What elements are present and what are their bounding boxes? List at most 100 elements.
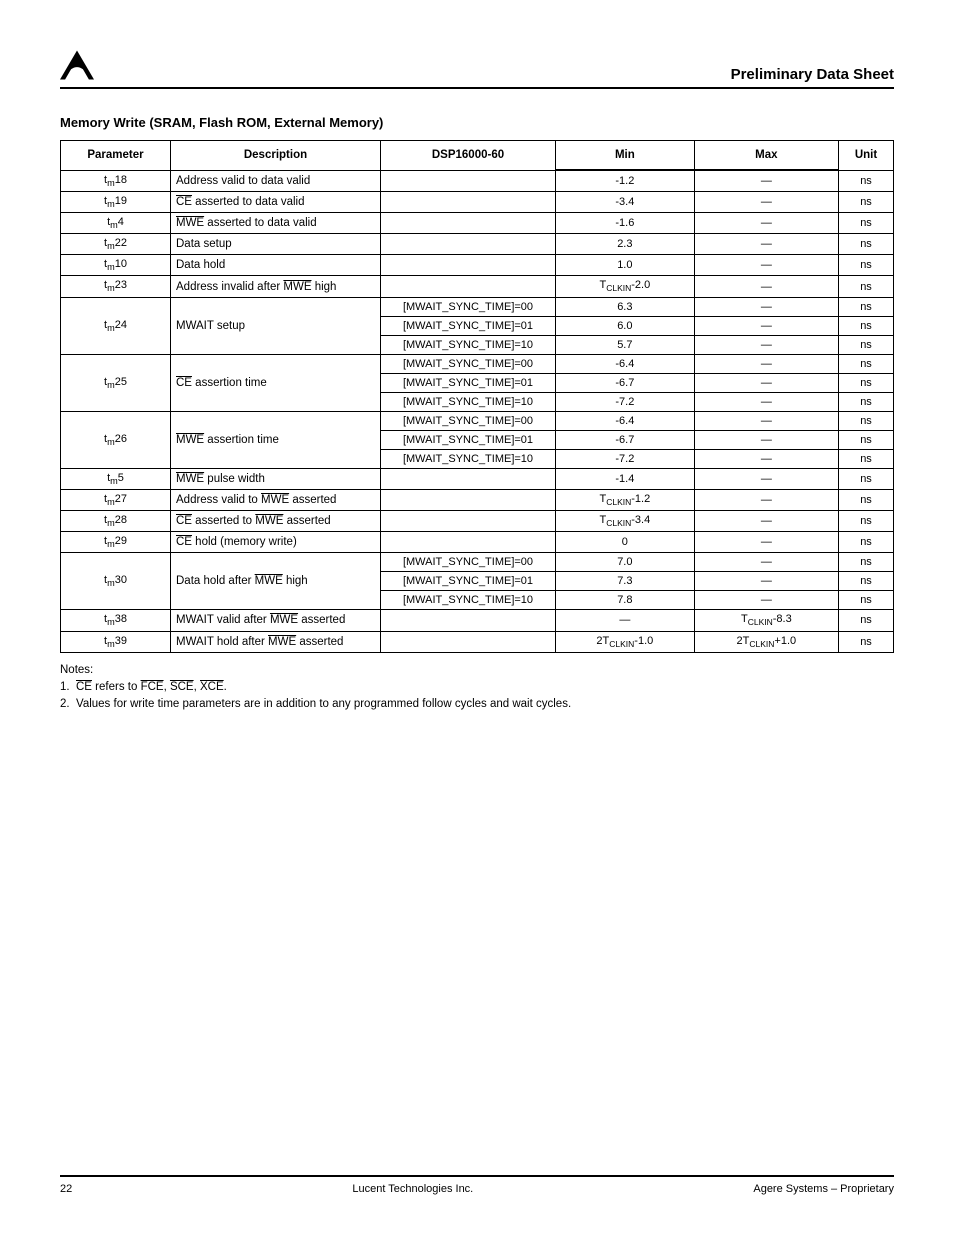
col-description: Description [171, 141, 381, 171]
param-cell: tm5 [61, 468, 171, 489]
min-cell: 0 [556, 532, 695, 553]
notes-heading: Notes: [60, 663, 894, 679]
cond-cell: [MWAIT_SYNC_TIME]=10 [381, 335, 556, 354]
cond-cell [381, 511, 556, 532]
table-row: tm10Data hold 1.0—ns [61, 255, 894, 276]
max-cell: — [694, 449, 838, 468]
desc-cell: MWE pulse width [171, 468, 381, 489]
table-row: tm29CE hold (memory write) 0—ns [61, 532, 894, 553]
col-device: DSP16000-60 [381, 141, 556, 171]
min-cell: 1.0 [556, 255, 695, 276]
min-cell: 2TCLKIN-1.0 [556, 631, 695, 652]
desc-cell: CE assertion time [171, 354, 381, 411]
min-cell: -1.6 [556, 212, 695, 233]
table-row: tm38MWAIT valid after MWE asserted —TCLK… [61, 610, 894, 631]
table-row: tm23Address invalid after MWE high TCLKI… [61, 276, 894, 297]
param-cell: tm4 [61, 212, 171, 233]
unit-cell: ns [839, 553, 894, 572]
section-title: Memory Write (SRAM, Flash ROM, External … [60, 115, 894, 130]
table-row: tm26MWE assertion time[MWAIT_SYNC_TIME]=… [61, 411, 894, 430]
table-row: tm5MWE pulse width -1.4—ns [61, 468, 894, 489]
desc-cell: Data hold after MWE high [171, 553, 381, 610]
table-row: tm28CE asserted to MWE asserted TCLKIN-3… [61, 511, 894, 532]
min-cell: 7.8 [556, 591, 695, 610]
page-number: 22 [60, 1183, 72, 1195]
unit-cell: ns [839, 591, 894, 610]
cond-cell [381, 255, 556, 276]
unit-cell: ns [839, 532, 894, 553]
max-cell: — [694, 468, 838, 489]
max-cell: — [694, 354, 838, 373]
unit-cell: ns [839, 170, 894, 191]
max-cell: — [694, 212, 838, 233]
max-cell: — [694, 591, 838, 610]
unit-cell: ns [839, 392, 894, 411]
table-row: tm25CE assertion time[MWAIT_SYNC_TIME]=0… [61, 354, 894, 373]
min-cell: -6.4 [556, 411, 695, 430]
param-cell: tm26 [61, 411, 171, 468]
min-cell: TCLKIN-3.4 [556, 511, 695, 532]
max-cell: — [694, 234, 838, 255]
param-cell: tm27 [61, 489, 171, 510]
page-header: Preliminary Data Sheet [60, 50, 894, 89]
logo-icon [60, 50, 94, 83]
desc-cell: Data setup [171, 234, 381, 255]
cond-cell: [MWAIT_SYNC_TIME]=10 [381, 392, 556, 411]
col-min: Min [556, 141, 695, 171]
cond-cell: [MWAIT_SYNC_TIME]=01 [381, 572, 556, 591]
table-row: tm27Address valid to MWE asserted TCLKIN… [61, 489, 894, 510]
max-cell: — [694, 430, 838, 449]
table-row: tm19CE asserted to data valid -3.4—ns [61, 191, 894, 212]
max-cell: — [694, 373, 838, 392]
cond-cell [381, 276, 556, 297]
table-row: tm24MWAIT setup[MWAIT_SYNC_TIME]=006.3—n… [61, 297, 894, 316]
desc-cell: MWE asserted to data valid [171, 212, 381, 233]
max-cell: — [694, 191, 838, 212]
cond-cell: [MWAIT_SYNC_TIME]=10 [381, 591, 556, 610]
cond-cell [381, 170, 556, 191]
min-cell: -6.7 [556, 373, 695, 392]
param-cell: tm39 [61, 631, 171, 652]
unit-cell: ns [839, 191, 894, 212]
min-cell: — [556, 610, 695, 631]
desc-cell: MWAIT hold after MWE asserted [171, 631, 381, 652]
desc-cell: MWAIT setup [171, 297, 381, 354]
param-cell: tm29 [61, 532, 171, 553]
table-row: tm22Data setup 2.3—ns [61, 234, 894, 255]
unit-cell: ns [839, 234, 894, 255]
unit-cell: ns [839, 489, 894, 510]
max-cell: — [694, 335, 838, 354]
table-row: tm30Data hold after MWE high[MWAIT_SYNC_… [61, 553, 894, 572]
unit-cell: ns [839, 610, 894, 631]
col-parameter: Parameter [61, 141, 171, 171]
max-cell: — [694, 170, 838, 191]
min-cell: 7.3 [556, 572, 695, 591]
cond-cell: [MWAIT_SYNC_TIME]=00 [381, 297, 556, 316]
min-cell: 6.0 [556, 316, 695, 335]
unit-cell: ns [839, 468, 894, 489]
desc-cell: MWAIT valid after MWE asserted [171, 610, 381, 631]
min-cell: -3.4 [556, 191, 695, 212]
param-cell: tm18 [61, 170, 171, 191]
desc-cell: CE asserted to data valid [171, 191, 381, 212]
cond-cell [381, 489, 556, 510]
desc-cell: Address valid to MWE asserted [171, 489, 381, 510]
min-cell: TCLKIN-1.2 [556, 489, 695, 510]
min-cell: 2.3 [556, 234, 695, 255]
note-number: 2. [60, 697, 76, 713]
max-cell: — [694, 489, 838, 510]
unit-cell: ns [839, 297, 894, 316]
unit-cell: ns [839, 511, 894, 532]
min-cell: 7.0 [556, 553, 695, 572]
table-row: tm4MWE asserted to data valid -1.6—ns [61, 212, 894, 233]
cond-cell: [MWAIT_SYNC_TIME]=00 [381, 411, 556, 430]
unit-cell: ns [839, 255, 894, 276]
page-footer: 22 Lucent Technologies Inc. Agere System… [60, 1175, 894, 1195]
table-header: Parameter Description DSP16000-60 Min Ma… [61, 141, 894, 171]
desc-cell: Address valid to data valid [171, 170, 381, 191]
min-cell: -7.2 [556, 392, 695, 411]
cond-cell [381, 468, 556, 489]
note-item: 2.Values for write time parameters are i… [60, 697, 894, 713]
max-cell: — [694, 297, 838, 316]
cond-cell [381, 212, 556, 233]
